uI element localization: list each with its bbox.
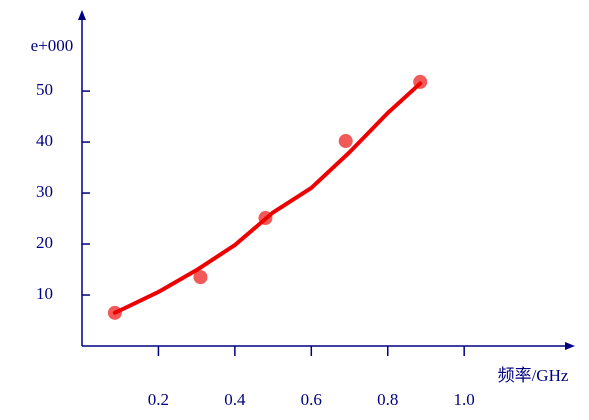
fit-curve	[112, 81, 423, 315]
y-tick-label: 20	[36, 233, 53, 252]
y-tick-label: 30	[36, 182, 53, 201]
x-tick-label: 0.6	[301, 390, 322, 409]
x-tick-label: 0.4	[224, 390, 246, 409]
x-axis-arrow	[565, 342, 575, 350]
x-tick-label: 1.0	[454, 390, 475, 409]
y-tick-label: 40	[36, 131, 53, 150]
x-tick-label: 0.8	[377, 390, 398, 409]
x-tick-label: 0.2	[148, 390, 169, 409]
data-point	[193, 270, 208, 285]
x-axis-label: 频率/GHz	[498, 366, 569, 385]
y-axis-arrow	[78, 10, 86, 20]
y-tick-label: 10	[36, 284, 53, 303]
y-tick-label: 50	[36, 80, 53, 99]
y-axis-label: e+000	[31, 36, 74, 55]
data-point	[338, 134, 353, 149]
